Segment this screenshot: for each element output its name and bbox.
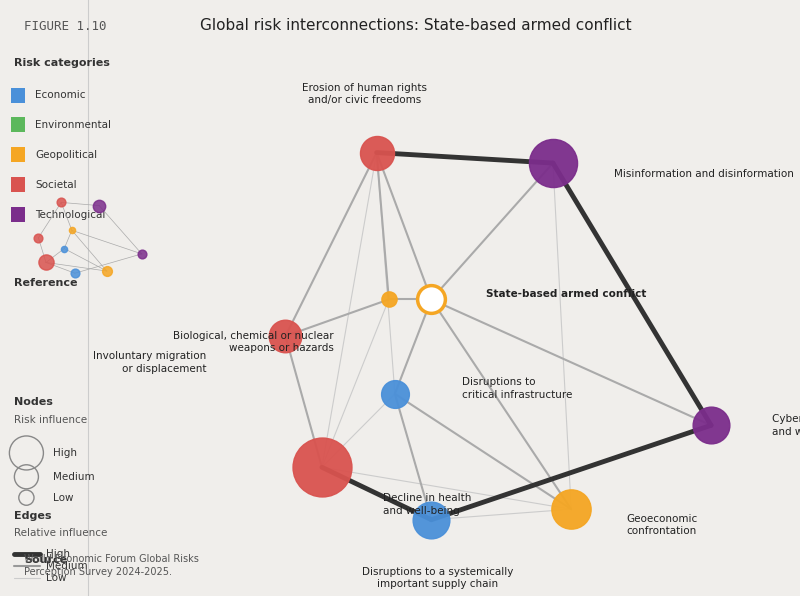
Point [40, 257, 53, 267]
Text: Involuntary migration
or displacement: Involuntary migration or displacement [93, 351, 206, 374]
FancyBboxPatch shape [10, 207, 25, 222]
Text: Reference: Reference [14, 278, 78, 288]
FancyBboxPatch shape [10, 177, 25, 192]
FancyBboxPatch shape [10, 88, 25, 103]
Text: Geopolitical: Geopolitical [35, 150, 98, 160]
Point [705, 421, 718, 430]
Point [58, 244, 70, 253]
Point [279, 331, 292, 341]
Text: Medium: Medium [46, 561, 87, 571]
Point [54, 198, 67, 207]
Point [93, 201, 106, 210]
Text: Biological, chemical or nuclear
weapons or hazards: Biological, chemical or nuclear weapons … [174, 331, 334, 353]
Point [315, 462, 328, 472]
Text: Societal: Societal [35, 180, 77, 190]
Text: Relative influence: Relative influence [14, 529, 107, 538]
Point [101, 266, 114, 276]
FancyBboxPatch shape [10, 117, 25, 132]
Text: State-based armed conflict: State-based armed conflict [486, 289, 646, 299]
Point [382, 294, 395, 304]
Text: Disruptions to a systemically
important supply chain: Disruptions to a systemically important … [362, 567, 513, 589]
Text: Disruptions to
critical infrastructure: Disruptions to critical infrastructure [462, 377, 572, 400]
Text: High: High [53, 448, 77, 458]
Text: Decline in health
and well-being: Decline in health and well-being [382, 493, 471, 516]
Text: Economic: Economic [35, 91, 86, 100]
Text: Geoeconomic
confrontation: Geoeconomic confrontation [626, 514, 697, 536]
Text: Source: Source [24, 555, 67, 565]
Text: Low: Low [46, 573, 66, 583]
Text: Misinformation and disinformation: Misinformation and disinformation [614, 169, 794, 179]
Text: Cyber espionage
and warfare: Cyber espionage and warfare [772, 414, 800, 436]
Text: High: High [46, 550, 70, 559]
Text: Medium: Medium [53, 472, 94, 482]
Point [66, 225, 78, 235]
Text: Low: Low [53, 493, 74, 502]
Point [565, 504, 578, 514]
Text: Erosion of human rights
and/or civic freedoms: Erosion of human rights and/or civic fre… [302, 83, 427, 105]
Point [69, 268, 82, 278]
Point [389, 389, 402, 399]
Point [546, 159, 559, 168]
Text: Risk categories: Risk categories [14, 58, 110, 67]
Point [425, 515, 438, 524]
Text: FIGURE 1.10: FIGURE 1.10 [24, 20, 106, 33]
Point [135, 249, 148, 259]
Text: World Economic Forum Global Risks
Perception Survey 2024-2025.: World Economic Forum Global Risks Percep… [24, 554, 199, 577]
Point [425, 294, 438, 304]
Point [370, 148, 383, 157]
Text: Risk influence: Risk influence [14, 415, 87, 425]
Text: Technological: Technological [35, 210, 106, 219]
Text: Nodes: Nodes [14, 398, 53, 407]
Text: Global risk interconnections: State-based armed conflict: Global risk interconnections: State-base… [200, 18, 632, 33]
Text: Edges: Edges [14, 511, 51, 520]
Point [32, 233, 45, 243]
Text: Environmental: Environmental [35, 120, 111, 130]
FancyBboxPatch shape [10, 147, 25, 162]
